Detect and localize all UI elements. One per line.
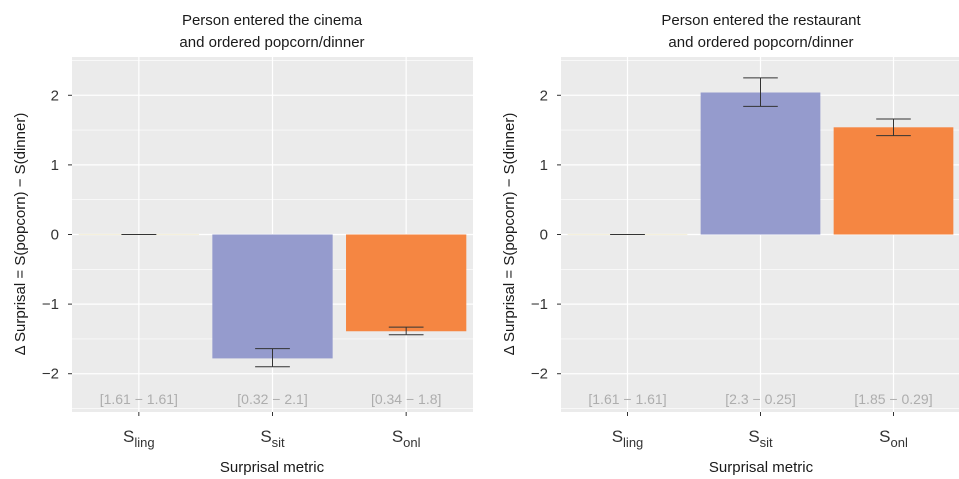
left-y-tick-label: 2 xyxy=(51,87,59,104)
left-bar-s-sit xyxy=(212,234,333,359)
panel-left-y-axis-label: Δ Surprisal = S(popcorn) − S(dinner) xyxy=(12,113,29,356)
panel-right-title-line2: and ordered popcorn/dinner xyxy=(668,34,853,51)
right-category-label-s-onl: Sonl xyxy=(879,427,908,450)
panel-left-plot: 2 1 0 −1 −2 [1.61 − 1.61] [0.32 − 2.1] [0.34 − … xyxy=(42,57,473,450)
panel-right: Person entered the restaurant and ordere… xyxy=(501,12,959,476)
left-bar-s-onl xyxy=(346,234,467,332)
panel-left-title-line1: Person entered the cinema xyxy=(182,12,363,29)
left-y-tick-label: 0 xyxy=(51,227,59,244)
right-bar-s-onl xyxy=(833,127,954,235)
right-interval-label-s-onl: [1.85 − 0.29] xyxy=(854,391,932,407)
panel-right-x-axis-label: Surprisal metric xyxy=(709,459,814,476)
left-interval-label-s-onl: [0.34 − 1.8] xyxy=(371,391,441,407)
right-bar-s-sit xyxy=(700,92,821,235)
panel-left: Person entered the cinema and ordered po… xyxy=(12,12,473,476)
left-y-tick-label: 1 xyxy=(51,157,59,174)
panel-left-x-axis-label: Surprisal metric xyxy=(220,459,325,476)
right-y-tick-label: 0 xyxy=(540,227,548,244)
panel-left-title-line2: and ordered popcorn/dinner xyxy=(179,34,364,51)
panel-right-title-line1: Person entered the restaurant xyxy=(661,12,861,29)
panel-right-y-axis-label: Δ Surprisal = S(popcorn) − S(dinner) xyxy=(501,113,518,356)
right-category-label-s-ling: Sling xyxy=(612,427,644,450)
panel-right-plot: 2 1 0 −1 −2 [1.61 − 1.61] [2.3 − 0.25] [1.85 − … xyxy=(531,57,959,450)
left-interval-label-s-sit: [0.32 − 2.1] xyxy=(237,391,307,407)
right-interval-label-s-ling: [1.61 − 1.61] xyxy=(588,391,666,407)
left-category-label-s-onl: Sonl xyxy=(392,427,421,450)
left-category-label-s-sit: Ssit xyxy=(260,427,285,450)
left-y-tick-label: −1 xyxy=(42,296,59,313)
left-category-label-s-ling: Sling xyxy=(123,427,155,450)
left-y-tick-label: −2 xyxy=(42,366,59,383)
right-y-tick-label: 2 xyxy=(540,87,548,104)
right-interval-label-s-sit: [2.3 − 0.25] xyxy=(725,391,795,407)
right-y-tick-label: −1 xyxy=(531,296,548,313)
right-y-tick-label: 1 xyxy=(540,157,548,174)
left-interval-label-s-ling: [1.61 − 1.61] xyxy=(100,391,178,407)
right-category-label-s-sit: Ssit xyxy=(748,427,773,450)
right-y-tick-label: −2 xyxy=(531,366,548,383)
